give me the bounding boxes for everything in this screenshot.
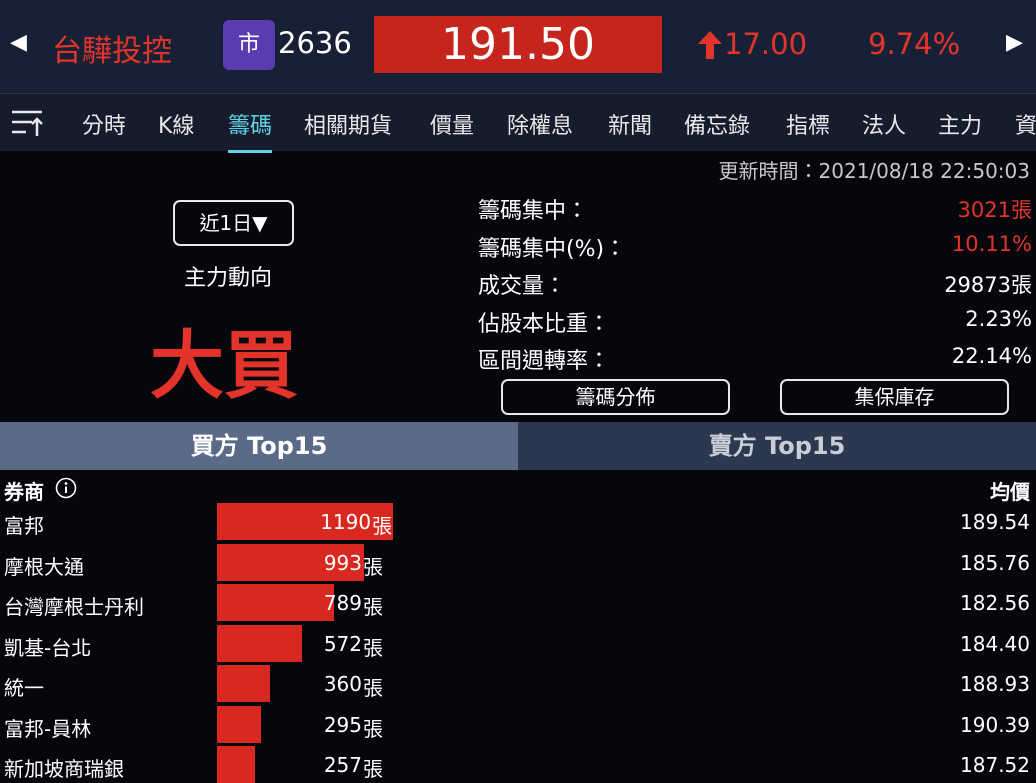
broker-name: 摩根大通: [4, 554, 84, 579]
volume-value: 1190: [320, 510, 372, 534]
stat-value: 2.23%: [965, 306, 1032, 331]
trend-label: 主力動向: [184, 266, 273, 291]
broker-name: 富邦: [4, 514, 44, 538]
volume-bar: [217, 746, 256, 783]
top-bar: ◀ 台驊投控 市 2636 191.50 17.00 9.74% ▶: [0, 0, 1036, 93]
stat-label: 佔股本比重：: [478, 311, 611, 337]
stat-label: 籌碼集中(%)：: [478, 236, 627, 262]
volume-unit: 張: [372, 514, 393, 538]
volume-unit: 張: [363, 716, 383, 741]
volume-value: 257: [323, 753, 362, 777]
broker-name: 新加坡商瑞銀: [4, 757, 124, 781]
tab[interactable]: 分時: [82, 114, 127, 139]
tab-bar: 分時 K線 籌碼 相關期貨 價量 除權息 新聞 備忘錄 指標 法人 主力 資: [0, 93, 1036, 153]
avg-price: 188.93: [960, 672, 1030, 696]
tab[interactable]: 新聞: [608, 114, 653, 139]
volume-bar: [217, 584, 334, 621]
period-button[interactable]: 近1日▼: [173, 200, 294, 246]
stat-value: 22.14%: [951, 344, 1032, 368]
broker-header: 券商: [4, 480, 44, 504]
sell-tab[interactable]: 賣方 Top15: [518, 422, 1036, 470]
stock-name: 台驊投控: [52, 34, 172, 69]
broker-name: 統一: [4, 676, 44, 700]
next-arrow[interactable]: ▶: [1006, 30, 1023, 55]
prev-arrow[interactable]: ◀: [10, 30, 27, 55]
volume-value: 360: [323, 672, 362, 696]
avg-price: 185.76: [960, 550, 1030, 575]
update-time: 更新時間：2021/08/18 22:50:03: [718, 159, 1030, 183]
avg-price: 182.56: [960, 591, 1030, 615]
tab[interactable]: 籌碼: [228, 108, 273, 153]
avg-price: 187.52: [960, 753, 1030, 777]
volume-unit: 張: [363, 595, 383, 619]
info-icon[interactable]: [55, 477, 77, 499]
volume-value: 789: [323, 591, 362, 615]
stat-value: 10.11%: [951, 231, 1032, 256]
price-change: 17.00: [724, 27, 808, 61]
avg-price: 190.39: [960, 712, 1030, 737]
tab[interactable]: 價量: [430, 114, 475, 139]
broker-name: 凱基-台北: [4, 635, 92, 660]
tab[interactable]: 資: [1015, 114, 1036, 139]
volume-unit: 張: [363, 635, 383, 660]
stock-code: 2636: [278, 26, 352, 60]
volume-bar: [217, 503, 394, 540]
tab[interactable]: 備忘錄: [684, 114, 751, 139]
volume-bar: [217, 543, 364, 581]
volume-value: 572: [323, 631, 362, 656]
action-button[interactable]: 籌碼分佈: [501, 379, 730, 415]
tab[interactable]: 指標: [786, 114, 831, 139]
tab[interactable]: K線: [158, 114, 195, 139]
broker-name: 富邦-員林: [4, 716, 92, 741]
market-badge: 市: [223, 20, 275, 70]
price-change-pct: 9.74%: [868, 27, 961, 61]
stat-value: 3021張: [957, 198, 1032, 222]
tab[interactable]: 除權息: [507, 114, 574, 139]
buy-tab[interactable]: 買方 Top15: [0, 422, 518, 470]
broker-name: 台灣摩根士丹利: [4, 595, 144, 619]
trend: 大買: [150, 323, 298, 409]
tab[interactable]: 主力: [938, 114, 983, 139]
tab[interactable]: 法人: [862, 114, 907, 139]
avg-price: 189.54: [960, 510, 1030, 534]
avg-price-header: 均價: [990, 480, 1030, 504]
volume-value: 295: [323, 712, 362, 737]
volume-value: 993: [323, 550, 362, 575]
volume-bar: [217, 665, 271, 702]
stat-value: 29873張: [944, 273, 1032, 297]
up-arrow-icon: [698, 31, 722, 59]
price: 191.50: [374, 16, 662, 73]
avg-price: 184.40: [960, 631, 1030, 656]
volume-bar: [217, 624, 302, 662]
stat-label: 區間週轉率：: [478, 349, 611, 374]
volume-unit: 張: [363, 554, 383, 579]
stat-label: 成交量：: [478, 274, 567, 299]
volume-unit: 張: [363, 676, 383, 700]
sort-icon[interactable]: [10, 109, 44, 137]
stat-label: 籌碼集中：: [478, 199, 589, 224]
volume-bar: [217, 705, 261, 743]
action-button[interactable]: 集保庫存: [780, 379, 1009, 415]
volume-unit: 張: [363, 757, 383, 781]
tab[interactable]: 相關期貨: [304, 114, 393, 139]
